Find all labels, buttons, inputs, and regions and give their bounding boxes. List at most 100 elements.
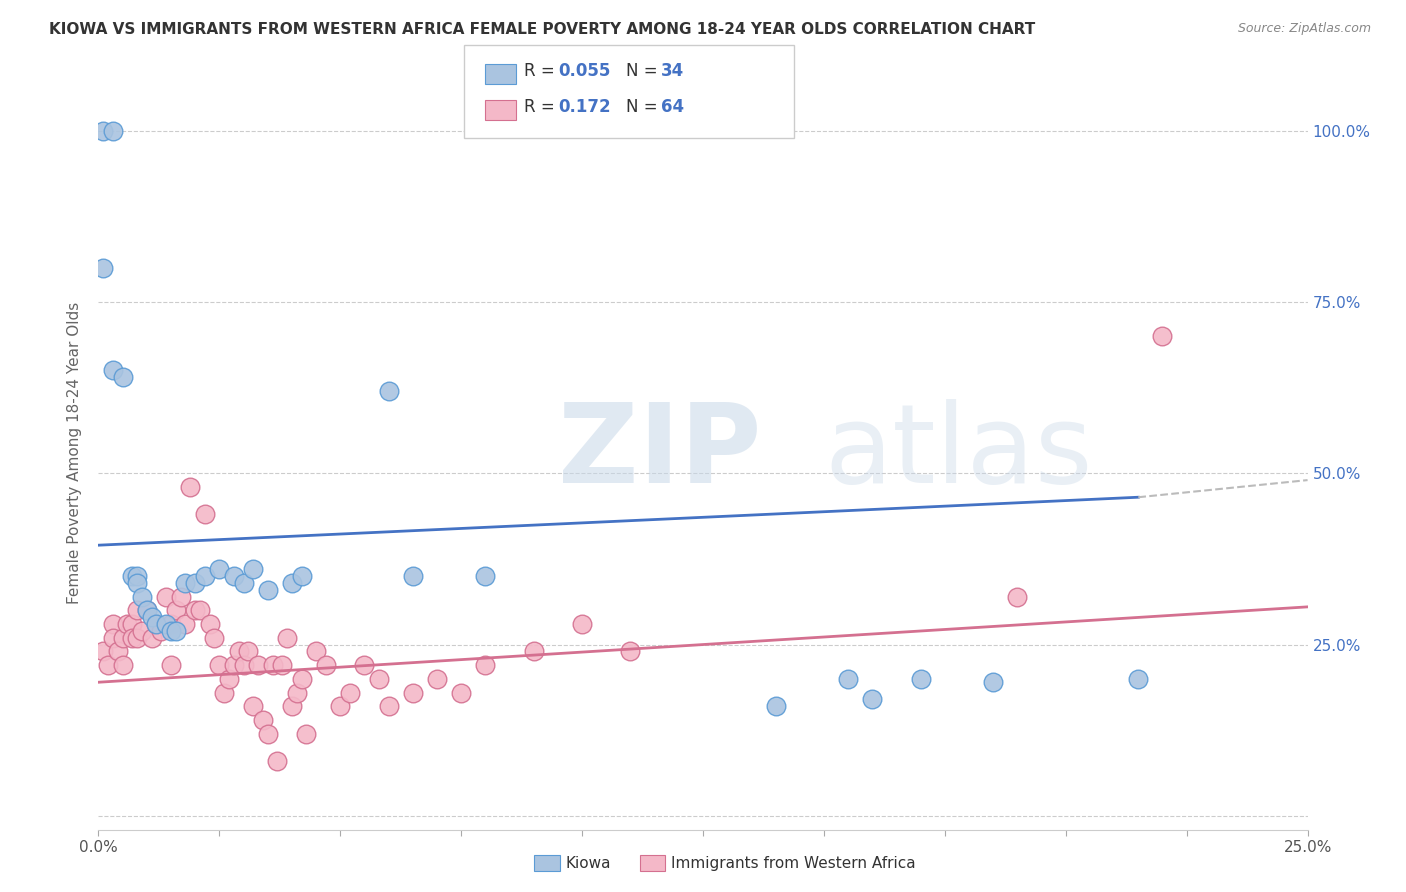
Point: [97, 658, 120, 673]
Point: [232, 575, 254, 590]
Point: [305, 644, 328, 658]
Point: [208, 658, 231, 673]
Text: 64: 64: [661, 98, 683, 116]
Point: [127, 569, 149, 583]
Point: [426, 672, 449, 686]
Point: [339, 685, 361, 699]
Point: [329, 699, 352, 714]
Point: [141, 610, 163, 624]
Point: [228, 644, 250, 658]
Point: [981, 675, 1004, 690]
Point: [111, 631, 134, 645]
Point: [910, 672, 932, 686]
Point: [145, 617, 167, 632]
Text: R =: R =: [524, 98, 565, 116]
Text: Source: ZipAtlas.com: Source: ZipAtlas.com: [1237, 22, 1371, 36]
Point: [247, 658, 270, 673]
Point: [523, 644, 546, 658]
Point: [127, 575, 149, 590]
Point: [101, 631, 124, 645]
Point: [188, 603, 211, 617]
Point: [101, 363, 124, 377]
Point: [571, 617, 593, 632]
Text: Kiowa: Kiowa: [565, 856, 610, 871]
Point: [155, 617, 177, 632]
Point: [218, 672, 240, 686]
Point: [266, 754, 288, 768]
Point: [290, 672, 312, 686]
Point: [101, 123, 124, 137]
Point: [117, 617, 139, 632]
Point: [252, 713, 274, 727]
Point: [155, 590, 177, 604]
Point: [91, 260, 114, 275]
Point: [271, 658, 294, 673]
Point: [256, 582, 278, 597]
Point: [160, 617, 183, 632]
Point: [281, 575, 304, 590]
Point: [1152, 329, 1174, 343]
Point: [91, 123, 114, 137]
Point: [184, 603, 207, 617]
Point: [256, 726, 278, 740]
Text: Immigrants from Western Africa: Immigrants from Western Africa: [671, 856, 915, 871]
Point: [135, 603, 157, 617]
Point: [208, 562, 231, 576]
Point: [353, 658, 375, 673]
Point: [179, 480, 201, 494]
Point: [242, 562, 264, 576]
Point: [242, 699, 264, 714]
Point: [174, 575, 197, 590]
Text: 0.172: 0.172: [558, 98, 610, 116]
Point: [111, 370, 134, 384]
Point: [121, 617, 143, 632]
Text: KIOWA VS IMMIGRANTS FROM WESTERN AFRICA FEMALE POVERTY AMONG 18-24 YEAR OLDS COR: KIOWA VS IMMIGRANTS FROM WESTERN AFRICA …: [49, 22, 1035, 37]
Point: [1007, 590, 1029, 604]
Point: [222, 569, 245, 583]
Point: [402, 685, 425, 699]
Point: [131, 624, 153, 638]
Point: [165, 624, 187, 638]
Text: 34: 34: [661, 62, 685, 80]
Point: [160, 658, 183, 673]
Point: [184, 575, 207, 590]
Point: [101, 617, 124, 632]
Point: [165, 603, 187, 617]
Point: [276, 631, 298, 645]
Point: [212, 685, 235, 699]
Point: [368, 672, 391, 686]
Point: [131, 590, 153, 604]
Point: [450, 685, 472, 699]
Point: [91, 644, 114, 658]
Point: [145, 617, 167, 632]
Point: [295, 726, 318, 740]
Point: [232, 658, 254, 673]
Point: [194, 569, 217, 583]
Point: [619, 644, 641, 658]
Point: [121, 569, 143, 583]
Point: [169, 590, 191, 604]
Point: [377, 384, 399, 398]
Point: [121, 631, 143, 645]
Point: [290, 569, 312, 583]
Point: [315, 658, 337, 673]
Y-axis label: Female Poverty Among 18-24 Year Olds: Female Poverty Among 18-24 Year Olds: [67, 301, 83, 604]
Point: [765, 699, 787, 714]
Text: R =: R =: [524, 62, 561, 80]
Point: [262, 658, 284, 673]
Point: [111, 658, 134, 673]
Text: N =: N =: [626, 98, 662, 116]
Point: [402, 569, 425, 583]
Point: [285, 685, 308, 699]
Point: [127, 631, 149, 645]
Text: N =: N =: [626, 62, 662, 80]
Point: [474, 569, 496, 583]
Point: [135, 603, 157, 617]
Point: [281, 699, 304, 714]
Point: [160, 624, 183, 638]
Point: [1128, 672, 1150, 686]
Point: [127, 603, 149, 617]
Point: [860, 692, 883, 706]
Point: [141, 631, 163, 645]
Point: [194, 508, 217, 522]
